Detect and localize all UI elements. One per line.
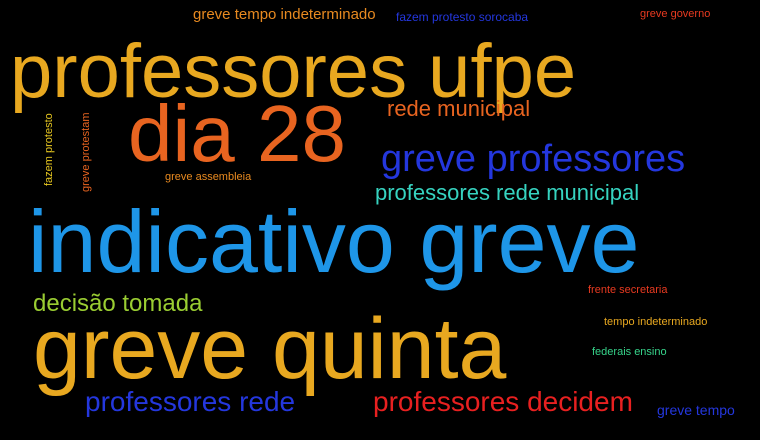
word-greve-assembleia: greve assembleia <box>165 171 252 183</box>
word-tempo-indeterminado: tempo indeterminado <box>604 316 708 328</box>
word-greve-tempo: greve tempo <box>657 402 735 418</box>
word-rede-municipal: rede municipal <box>387 96 531 121</box>
word-greve-quinta: greve quinta <box>33 301 507 397</box>
word-greve-protestam: greve protestam <box>80 112 92 192</box>
word-greve-tempo-indeterminado: greve tempo indeterminado <box>193 6 376 23</box>
word-professores-rede-municipal: professores rede municipal <box>375 180 640 205</box>
word-decisao-tomada: decisão tomada <box>33 290 203 317</box>
word-greve-professores: greve professores <box>381 138 686 180</box>
word-federais-ensino: federais ensino <box>592 346 667 358</box>
word-fazem-protesto: fazem protesto <box>43 113 55 186</box>
word-frente-secretaria: frente secretaria <box>588 284 668 296</box>
word-professores-rede: professores rede <box>85 386 296 417</box>
word-professores-ufpe: professores ufpe <box>10 29 577 114</box>
word-greve-governo: greve governo <box>640 8 711 20</box>
word-indicativo-greve: indicativo greve <box>28 192 640 291</box>
word-dia-28: dia 28 <box>128 89 346 178</box>
word-professores-decidem: professores decidem <box>373 386 633 417</box>
word-fazem-protesto-sorocaba: fazem protesto sorocaba <box>396 10 529 24</box>
